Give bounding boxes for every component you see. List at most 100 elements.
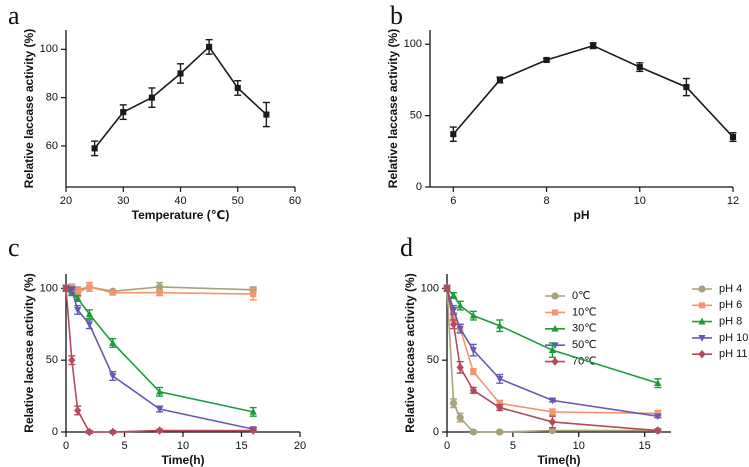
y-tick-label: 50: [410, 110, 422, 122]
x-tick-label: 5: [121, 440, 127, 452]
x-tick-label: 20: [294, 440, 306, 452]
legend-marker: [551, 342, 559, 350]
data-point: [85, 427, 93, 437]
x-tick-label: 8: [543, 195, 549, 207]
y-tick-label: 100: [40, 43, 58, 55]
panel-label: c: [8, 233, 20, 262]
data-point: [470, 368, 477, 375]
x-tick-label: 60: [289, 195, 301, 207]
data-point: [654, 413, 662, 421]
y-tick-label: 60: [46, 140, 58, 152]
data-point: [590, 42, 597, 49]
series-line: [446, 287, 659, 384]
data-point: [74, 294, 82, 302]
legend-label: pH 6: [719, 299, 742, 311]
data-point: [543, 56, 550, 64]
data-point: [156, 406, 164, 413]
series-line: [452, 44, 734, 138]
data-point: [456, 363, 464, 372]
legend-label: 50℃: [572, 339, 597, 351]
y-axis-title: Relative laccase activity (%): [386, 29, 400, 188]
data-point: [548, 397, 557, 405]
y-axis-title: Relative laccase activity (%): [403, 273, 417, 432]
data-point: [496, 76, 503, 84]
data-point: [86, 283, 93, 290]
legend-marker: [551, 292, 559, 300]
legend-marker: [698, 349, 706, 359]
data-point: [109, 427, 117, 437]
data-point: [456, 301, 464, 309]
data-point: [496, 321, 504, 329]
data-point: [156, 289, 163, 296]
data-point: [249, 407, 257, 415]
x-tick-label: 50: [232, 195, 244, 207]
legend-label: 30℃: [572, 323, 597, 335]
data-point: [120, 109, 127, 116]
data-point: [177, 70, 184, 77]
data-point: [654, 426, 662, 435]
data-point: [74, 307, 82, 314]
data-point: [85, 310, 93, 318]
data-point: [206, 43, 213, 50]
data-point: [62, 284, 70, 293]
data-point: [456, 414, 464, 422]
y-tick-label: 80: [46, 92, 58, 104]
x-axis-title: Temperature (℃): [132, 208, 230, 222]
x-axis-title: pH: [574, 208, 590, 222]
data-point: [549, 408, 556, 415]
data-point: [469, 311, 477, 319]
data-point: [156, 283, 164, 291]
data-point: [548, 346, 557, 354]
y-tick-label: 100: [421, 282, 439, 294]
legend-marker: [698, 335, 706, 342]
data-point: [469, 428, 477, 436]
x-tick-label: 10: [177, 440, 189, 452]
y-tick-label: 100: [404, 38, 422, 50]
legend-marker: [698, 285, 706, 293]
x-axis-title: Time(h): [537, 453, 580, 467]
x-tick-label: 6: [450, 195, 456, 207]
legend-label: 10℃: [572, 306, 597, 318]
legend-marker: [698, 317, 706, 325]
legend-marker: [551, 324, 559, 332]
data-point: [249, 426, 257, 435]
legend-label: pH 11: [719, 348, 748, 360]
data-point: [683, 84, 690, 91]
x-axis-title: Time(h): [161, 453, 204, 467]
legend-marker: [551, 309, 559, 316]
series-line: [93, 45, 267, 149]
data-point: [449, 319, 458, 329]
data-point: [85, 321, 93, 329]
x-tick-label: 10: [634, 195, 646, 207]
legend-label: pH 10: [719, 332, 748, 344]
data-point: [109, 373, 117, 380]
data-point: [469, 386, 477, 395]
data-point: [456, 325, 464, 333]
data-point: [496, 375, 504, 383]
x-tick-label: 20: [60, 195, 72, 207]
x-tick-label: 5: [510, 440, 516, 452]
data-point: [450, 314, 457, 321]
data-point: [234, 84, 241, 92]
y-axis-title: Relative laccase activity (%): [22, 273, 36, 432]
x-tick-label: 30: [117, 195, 129, 207]
x-tick-label: 10: [573, 440, 585, 452]
data-point: [449, 307, 458, 314]
data-point: [74, 289, 81, 296]
x-tick-label: 15: [639, 440, 651, 452]
panel-label: d: [400, 233, 413, 262]
x-tick-label: 0: [63, 440, 69, 452]
legend-label: pH 8: [719, 316, 742, 328]
y-tick-label: 0: [416, 181, 422, 193]
data-point: [469, 347, 477, 355]
data-point: [250, 291, 257, 298]
data-point: [636, 64, 643, 71]
legend-marker: [698, 302, 706, 309]
data-point: [156, 426, 164, 435]
data-point: [496, 428, 504, 436]
data-point: [68, 355, 76, 365]
legend-label: 0℃: [572, 290, 590, 302]
y-tick-label: 0: [52, 426, 58, 438]
data-point: [156, 387, 164, 395]
